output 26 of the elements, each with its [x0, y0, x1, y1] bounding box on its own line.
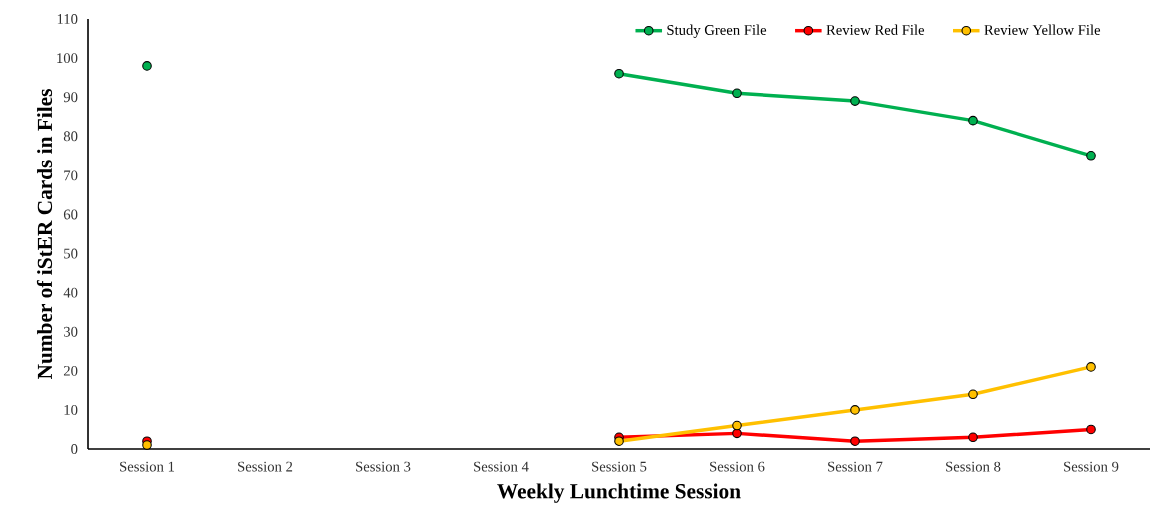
legend-label: Study Green File	[667, 24, 767, 38]
x-tick-label: Session 5	[592, 461, 647, 472]
x-axis-title: Weekly Lunchtime Session	[497, 483, 741, 503]
y-tick-label: 20	[63, 365, 78, 376]
legend-label: Review Yellow File	[984, 24, 1101, 35]
legend-label: Review Red File	[826, 24, 925, 35]
y-tick-label: 30	[64, 326, 78, 337]
y-tick-label: 10	[64, 404, 78, 415]
x-tick-label: Session 7	[828, 461, 883, 472]
y-tick-label: 80	[63, 131, 78, 142]
x-tick-label: Session 6	[710, 461, 765, 472]
x-tick-label: Session 2	[238, 461, 293, 472]
y-tick-label: 50	[64, 248, 78, 259]
y-tick-label: 0	[71, 444, 78, 454]
x-tick-label: Session 9	[1064, 461, 1119, 472]
y-tick-label: 90	[63, 92, 78, 103]
y-axis-title: Number of iStER Cards in Files	[36, 89, 53, 380]
y-tick-label: 60	[63, 209, 78, 220]
x-tick-label: Session 8	[946, 461, 1001, 472]
x-tick-label: Session 4	[474, 461, 529, 472]
x-tick-label: Session 1	[120, 461, 175, 472]
y-tick-label: 70	[64, 170, 78, 181]
y-tick-label: 40	[63, 287, 78, 298]
x-tick-label: Session 3	[356, 461, 411, 472]
y-tick-label: 110	[57, 14, 78, 24]
y-tick-label: 100	[57, 53, 78, 64]
